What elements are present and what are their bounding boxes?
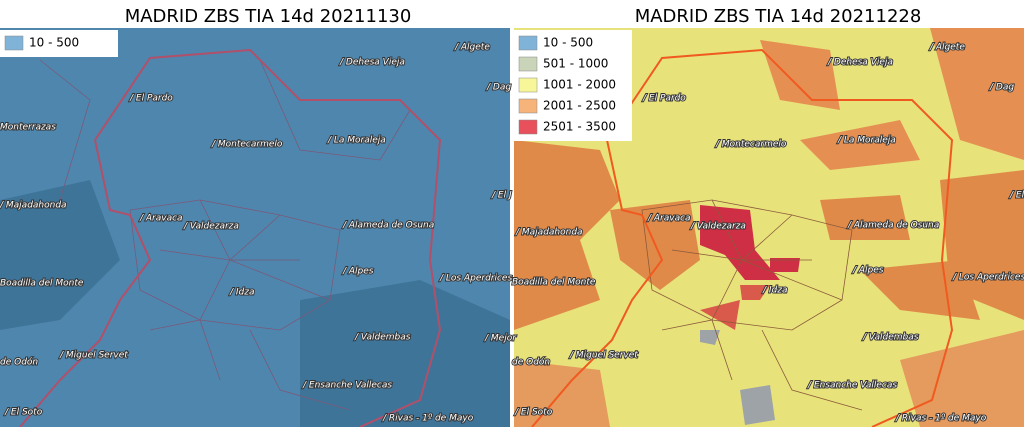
legend-swatch xyxy=(518,77,538,93)
place-label: / El J xyxy=(491,191,512,201)
place-label: / Majadahonda xyxy=(0,201,67,211)
legend-swatch xyxy=(518,35,538,51)
place-label: / Montecarmelo xyxy=(211,140,283,150)
place-label: / Ensanche Vallecas xyxy=(302,381,392,391)
panel-title: MADRID ZBS TIA 14d 20211228 xyxy=(635,6,922,27)
place-label: / El J xyxy=(1009,191,1024,201)
place-label: / Dehesa Vieja xyxy=(827,58,893,68)
place-label: Monterrazas xyxy=(0,123,56,133)
legend-swatch xyxy=(518,56,538,72)
place-label: / Ensanche Vallecas xyxy=(807,381,897,391)
place-label: / Montecarmelo xyxy=(715,140,787,150)
place-label: / La Moraleja xyxy=(837,136,896,146)
place-label: / Alameda de Osuna xyxy=(342,221,434,231)
place-label: / Valdembas xyxy=(354,333,411,343)
place-label: / Alameda de Osuna xyxy=(847,221,939,231)
title-strip xyxy=(0,0,1024,28)
place-label: / Algete xyxy=(929,43,965,53)
place-label: / El Soto xyxy=(514,408,553,418)
legend-label: 1001 - 2000 xyxy=(543,78,616,92)
legend-swatch xyxy=(518,119,538,135)
legend-label: 10 - 500 xyxy=(29,36,79,50)
place-label: / Aravaca xyxy=(647,214,691,224)
place-label: / Aravaca xyxy=(139,214,183,224)
place-label: / Miguel Servet xyxy=(569,351,638,361)
place-label: / Los Aperdrices xyxy=(439,274,512,284)
map-left xyxy=(0,28,510,427)
place-label: / Dag xyxy=(486,83,511,93)
legend-label: 10 - 500 xyxy=(543,36,593,50)
place-label: / El Pardo xyxy=(642,94,686,104)
place-label: / Algete xyxy=(454,43,490,53)
place-label: / El Soto xyxy=(4,408,43,418)
place-label: / Majadahonda xyxy=(515,228,583,238)
place-label: / El Pardo xyxy=(129,94,173,104)
place-label: Boadilla del Monte xyxy=(0,279,84,289)
place-label: / Los Aperdrices xyxy=(952,273,1024,283)
place-label: / Valdezarza xyxy=(690,222,746,232)
legend-swatch xyxy=(4,35,24,51)
panel-title: MADRID ZBS TIA 14d 20211130 xyxy=(125,6,412,27)
legend-swatch xyxy=(518,98,538,114)
legend-label: 2001 - 2500 xyxy=(543,99,616,113)
place-label: / Valdezarza xyxy=(183,222,239,232)
place-label: / Alpes xyxy=(852,266,884,276)
place-label: / Rivas - 1º de Mayo xyxy=(895,414,987,424)
place-label: de Odón xyxy=(0,357,38,368)
place-label: de Odón xyxy=(512,357,550,368)
legend-label: 2501 - 3500 xyxy=(543,120,616,134)
place-label: / Rivas - 1º de Mayo xyxy=(382,414,474,424)
place-label: / Idza xyxy=(762,286,788,296)
place-label: / Mejor xyxy=(484,334,517,344)
legend-label: 501 - 1000 xyxy=(543,57,608,71)
place-label: / Alpes xyxy=(342,267,374,277)
place-label: / Valdembas xyxy=(862,333,919,343)
place-label: / La Moraleja xyxy=(327,136,386,146)
place-label: / Dag xyxy=(989,83,1014,93)
place-label: / Dehesa Vieja xyxy=(339,58,405,68)
place-label: Boadilla del Monte xyxy=(512,278,596,288)
place-label: / Idza xyxy=(229,288,255,298)
place-label: / Miguel Servet xyxy=(59,351,128,361)
